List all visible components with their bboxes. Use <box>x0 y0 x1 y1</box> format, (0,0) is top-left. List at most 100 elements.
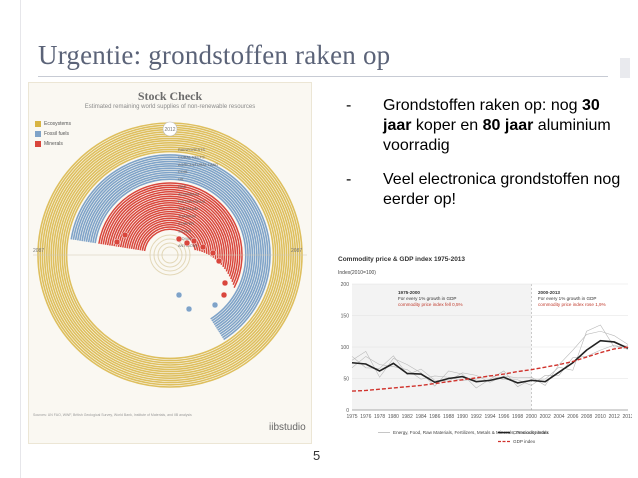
x-tick-label: 1982 <box>402 414 413 420</box>
x-tick-label: 1988 <box>443 414 454 420</box>
mineral-arc <box>122 206 219 262</box>
fossil-fuel-arc <box>85 169 256 328</box>
mineral-arc <box>135 219 206 253</box>
commodity-gdp-chart: Commodity price & GDP index 1975-2013 In… <box>338 254 634 468</box>
fossil-fuel-arc <box>87 171 254 326</box>
component-index-line <box>351 324 629 389</box>
resource-marker <box>113 238 121 246</box>
x-tick-label: 1976 <box>360 414 371 420</box>
mineral-arc <box>126 210 215 258</box>
legend-gdp-label: GDP index <box>513 439 536 444</box>
annotation-2000-2013-title: 2000-2013 <box>538 290 560 295</box>
commodity-index-line <box>351 339 629 384</box>
material-label: INDIUM <box>178 237 192 241</box>
gdp-index-line <box>351 346 629 392</box>
mineral-arc <box>102 186 239 283</box>
fossil-fuel-arc <box>74 158 267 337</box>
year-marker-right: 2087 <box>291 248 302 254</box>
x-tick-label: 2000 <box>526 414 537 420</box>
resource-marker <box>175 291 183 299</box>
mineral-arc <box>117 202 223 265</box>
infographic-legend: Ecosystems Fossil fuels Minerals <box>35 119 71 149</box>
annotation-1975-2000-text-1: For every 1% growth in GDP <box>398 296 456 301</box>
component-index-line <box>351 330 629 386</box>
x-tick-label: 1975 <box>346 414 357 420</box>
x-tick-label: 2012 <box>609 414 620 420</box>
mineral-arc <box>137 221 204 253</box>
legend-item-minerals: Minerals <box>35 139 71 149</box>
material-label: OIL <box>178 178 184 182</box>
y-tick-label: 150 <box>341 313 350 319</box>
mineral-arc <box>115 199 226 268</box>
x-tick-label: 2008 <box>581 414 592 420</box>
y-tick-label: 200 <box>341 282 350 288</box>
material-label: AGRICULTURAL LAND <box>178 163 218 167</box>
material-label: ANTIMONY <box>178 244 199 248</box>
annotation-1975-2000-text-2: commodity price index fell 0,5% <box>398 302 463 307</box>
mineral-arc <box>98 182 243 289</box>
chart-ylabel: Index(2010=100) <box>338 270 376 276</box>
resource-marker <box>121 231 129 239</box>
x-tick-label: 1994 <box>484 414 495 420</box>
material-label: RAINFORESTS <box>178 148 205 152</box>
mineral-arc <box>132 217 208 254</box>
mineral-arc <box>124 208 217 260</box>
left-margin-line <box>20 0 21 478</box>
x-tick-label: 1986 <box>429 414 440 420</box>
y-tick-label: 0 <box>346 408 349 414</box>
material-label: ALUMINIUM <box>178 192 199 196</box>
x-tick-label: 2013 <box>622 414 632 420</box>
y-tick-label: 100 <box>341 345 350 351</box>
x-tick-label: 1998 <box>512 414 523 420</box>
mineral-arc <box>130 215 210 256</box>
material-label: TANTALUM <box>178 207 198 211</box>
year-marker-left: 2087 <box>33 248 44 254</box>
bullet-item-1: - Grondstoffen raken op: nog 30 jaar kop… <box>346 97 611 154</box>
x-tick-label: 1980 <box>388 414 399 420</box>
mineral-arc <box>119 204 221 263</box>
mineral-arc <box>109 193 232 275</box>
fossil-fuel-arc <box>70 154 271 341</box>
legend-components-label: Energy, Food, Raw Materials, Fertilizers… <box>393 430 549 435</box>
fossil-fuel-arc <box>89 174 251 324</box>
mineral-arc <box>104 188 237 280</box>
mineral-arc <box>111 195 230 272</box>
bullet-list: - Grondstoffen raken op: nog 30 jaar kop… <box>346 96 626 224</box>
chart-title: Commodity price & GDP index 1975-2013 <box>338 256 466 263</box>
material-label: SILVER <box>178 229 191 233</box>
resource-marker <box>185 305 193 313</box>
x-tick-label: 2002 <box>540 414 551 420</box>
resource-marker <box>175 235 183 243</box>
infographic-title: Stock Check <box>137 89 203 103</box>
legend-item-fossil-fuels: Fossil fuels <box>35 129 71 139</box>
annotation-2000-2013-text-1: For every 1% growth in GDP <box>538 296 596 301</box>
year-badge-label: 2012 <box>164 127 175 133</box>
x-tick-label: 2004 <box>553 414 564 420</box>
material-label: COPPER <box>178 222 194 226</box>
x-tick-label: 1996 <box>498 414 509 420</box>
resource-marker <box>199 243 207 251</box>
material-label: PHOSPHORUS <box>178 200 205 204</box>
annotation-2000-2013-text-2: commodity price index rose 1,9% <box>538 302 606 307</box>
resource-marker <box>209 249 217 257</box>
resource-marker <box>211 301 219 309</box>
x-tick-label: 1978 <box>374 414 385 420</box>
annotation-1975-2000-title: 1975-2000 <box>398 290 420 295</box>
legend-item-ecosystems: Ecosystems <box>35 119 71 129</box>
material-label: CORAL REEFS <box>178 155 205 159</box>
fossil-fuel-arc <box>92 176 249 322</box>
mineral-arc <box>100 184 241 286</box>
mineral-arc <box>113 197 228 270</box>
bullet-item-2: - Veel electronica grondstoffen nog eerd… <box>346 171 621 208</box>
infographic-subtitle: Estimated remaining world supplies of no… <box>84 104 256 110</box>
infographic-footer: Sources: UN FAO, WWF, British Geological… <box>33 413 192 417</box>
slide-title: Urgentie: grondstoffen raken op <box>38 40 391 70</box>
x-tick-label: 2010 <box>595 414 606 420</box>
mineral-arc <box>128 213 212 257</box>
material-label: COAL <box>178 170 188 174</box>
x-tick-label: 2006 <box>567 414 578 420</box>
fossil-fuel-arc <box>79 163 262 333</box>
fossil-fuel-arc <box>76 160 265 335</box>
brand-logo: iibstudio <box>269 422 306 433</box>
material-label: TITANIUM <box>178 215 196 219</box>
